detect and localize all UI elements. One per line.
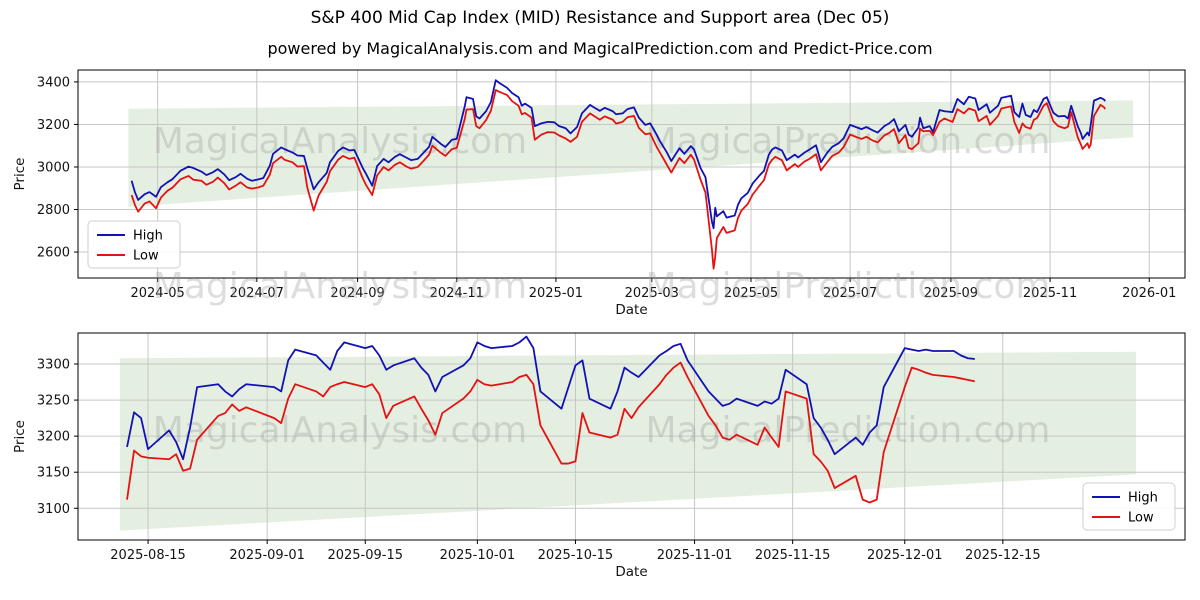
x-tick-label: 2024-11 <box>430 286 484 301</box>
x-tick-label: 2024-05 <box>130 286 184 301</box>
x-tick-label: 2025-05 <box>724 286 778 301</box>
top-chart: MagicalAnalysis.com MagicalPrediction.com… <box>12 69 1186 318</box>
y-tick-label: 3200 <box>37 430 70 445</box>
y-tick-label: 2600 <box>37 246 70 261</box>
y-axis-label: Price <box>12 158 28 191</box>
legend: High Low <box>87 220 181 269</box>
x-tick-label: 2025-11 <box>1023 286 1077 301</box>
legend-low-label: Low <box>133 249 159 264</box>
plot-frame <box>77 69 1186 279</box>
y-tick-label: 2800 <box>37 203 70 218</box>
x-tick-label: 2024-09 <box>330 286 384 301</box>
legend-high-label: High <box>1128 491 1158 506</box>
watermark-text: MagicalAnalysis.com <box>153 121 527 162</box>
x-tick-label: 2025-08-15 <box>110 548 186 563</box>
y-axis-label: Price <box>12 420 28 453</box>
y-axis: 2600 2800 3000 3200 3400 Price <box>12 75 78 261</box>
watermark-text: MagicalPrediction.com <box>646 121 1051 162</box>
high-line <box>130 79 1106 230</box>
watermark-text: MagicalPrediction.com <box>646 266 1051 307</box>
y-tick-label: 3000 <box>37 160 70 175</box>
x-tick-label: 2025-12-15 <box>965 548 1041 563</box>
x-tick-label: 2025-07 <box>823 286 877 301</box>
x-tick-label: 2025-09-01 <box>229 548 305 563</box>
watermark-text: MagicalPrediction.com <box>646 410 1051 451</box>
low-line <box>130 89 1107 270</box>
legend-high-label: High <box>133 229 163 244</box>
y-axis: 3100 3150 3200 3250 3300 Price <box>12 358 78 517</box>
x-tick-label: 2025-03 <box>625 286 679 301</box>
page-title: S&P 400 Mid Cap Index (MID) Resistance a… <box>310 8 890 28</box>
x-axis-label: Date <box>615 302 647 318</box>
x-tick-label: 2024-07 <box>230 286 284 301</box>
page-subtitle: powered by MagicalAnalysis.com and Magic… <box>267 39 933 58</box>
x-axis: 2024-05 2024-07 2024-09 2024-11 2025-01 2025-… <box>130 278 1176 318</box>
x-tick-label: 2025-12-01 <box>867 548 943 563</box>
x-tick-label: 2025-11-01 <box>657 548 733 563</box>
x-axis: 2025-08-15 2025-09-01 2025-09-15 2025-10-01… <box>110 540 1041 580</box>
legend-low-label: Low <box>1128 511 1154 526</box>
legend: High Low <box>1082 482 1176 531</box>
watermark-text: MagicalAnalysis.com <box>153 266 527 307</box>
gridlines <box>78 70 1185 278</box>
watermark-text: MagicalAnalysis.com <box>153 410 527 451</box>
x-tick-label: 2025-09 <box>924 286 978 301</box>
high-line <box>126 335 975 461</box>
support-resistance-band <box>128 100 1133 207</box>
x-axis-label: Date <box>615 564 647 580</box>
y-tick-label: 3200 <box>37 118 70 133</box>
y-tick-label: 3250 <box>37 394 70 409</box>
x-tick-label: 2025-11-15 <box>755 548 831 563</box>
y-tick-label: 3150 <box>37 466 70 481</box>
low-line <box>126 361 975 504</box>
x-tick-label: 2025-01 <box>529 286 583 301</box>
y-tick-label: 3400 <box>37 75 70 90</box>
x-tick-label: 2025-09-15 <box>327 548 403 563</box>
y-tick-label: 3100 <box>37 502 70 517</box>
gridlines <box>78 333 1185 540</box>
bottom-chart: MagicalAnalysis.com MagicalPrediction.com… <box>12 332 1186 580</box>
y-tick-label: 3300 <box>37 358 70 373</box>
x-tick-label: 2026-01 <box>1122 286 1176 301</box>
x-tick-label: 2025-10-15 <box>538 548 614 563</box>
x-tick-label: 2025-10-01 <box>440 548 516 563</box>
